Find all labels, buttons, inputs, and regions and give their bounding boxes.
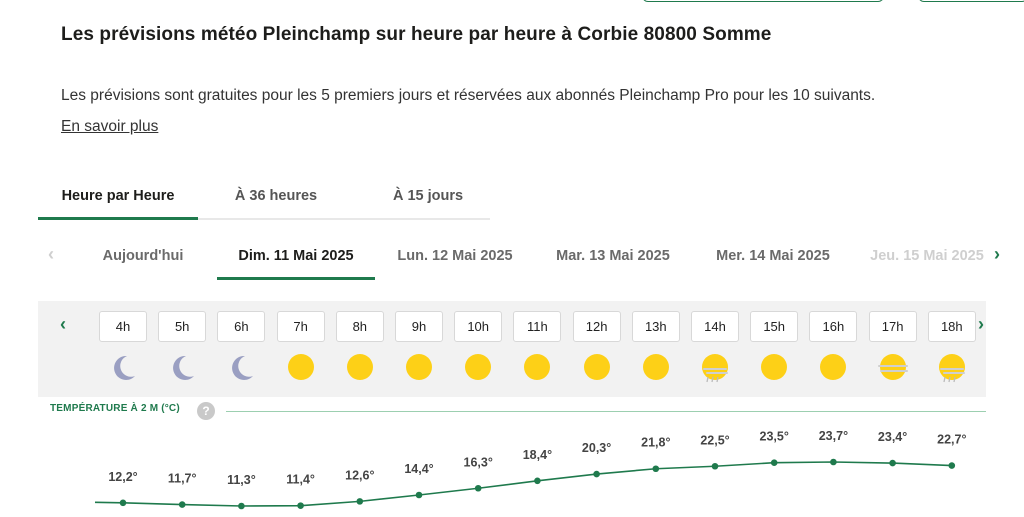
temperature-value-label: 16,3° — [464, 455, 493, 469]
hour-label: 16h — [809, 311, 858, 342]
day-tab[interactable]: Mer. 14 Mai 2025 — [716, 248, 830, 264]
temperature-value-label: 14,4° — [404, 462, 433, 476]
sun-icon — [757, 351, 791, 385]
temperature-point — [889, 459, 896, 467]
temperature-value-label: 23,5° — [760, 430, 789, 444]
temperature-point — [830, 458, 837, 466]
sun-haze-icon — [876, 351, 910, 385]
tab-15-days[interactable]: À 15 jours — [392, 188, 464, 204]
temperature-value-label: 11,4° — [286, 473, 315, 487]
sun-icon — [816, 351, 850, 385]
temperature-point — [534, 477, 541, 485]
temperature-point — [178, 501, 186, 508]
temperature-section-title: TEMPÉRATURE À 2 M (°C) — [50, 403, 180, 414]
sun-icon — [402, 351, 436, 385]
sun-icon — [580, 351, 614, 385]
sun-icon — [639, 351, 673, 385]
sun-icon — [343, 351, 377, 385]
hourly-strip: ‹ 4h 5h 6h 7h 8h 9h 10h 11h 12h 13h 14h 15h 16h 17h 18… — [38, 301, 986, 397]
temperature-value-label: 11,3° — [227, 473, 256, 487]
hour-label: 9h — [395, 311, 443, 342]
temperature-value-label: 22,7° — [937, 433, 966, 447]
day-prev-arrow-icon[interactable]: ‹ — [48, 244, 54, 264]
temperature-point — [711, 462, 719, 470]
moon-icon — [106, 351, 140, 385]
day-tabs: ‹ Aujourd'hui Dim. 11 Mai 2025 Lun. 12 M… — [38, 236, 1018, 280]
hour-label: 12h — [572, 311, 621, 342]
temperature-value-label: 20,3° — [582, 441, 611, 455]
page-title: Les prévisions météo Pleinchamp sur heur… — [61, 24, 772, 45]
hour-label: 18h — [927, 311, 976, 342]
hour-label: 11h — [513, 311, 562, 342]
sun-icon — [284, 351, 318, 385]
temperature-value-label: 23,4° — [878, 430, 907, 444]
temperature-point — [119, 499, 127, 507]
hour-label: 4h — [99, 311, 147, 342]
hour-label: 17h — [868, 311, 917, 342]
help-icon[interactable]: ? — [197, 402, 215, 420]
hour-label: 15h — [750, 311, 799, 342]
hour-label: 13h — [631, 311, 680, 342]
top-tab-right[interactable] — [918, 0, 1024, 2]
temperature-value-label: 11,7° — [168, 472, 197, 486]
day-tab-today[interactable]: Aujourd'hui — [102, 248, 184, 264]
temperature-point — [948, 462, 956, 469]
temperature-point — [593, 470, 600, 478]
sun-shower-icon — [935, 351, 969, 385]
temperature-point — [474, 484, 482, 492]
section-divider — [226, 411, 986, 412]
day-tab-locked[interactable]: Jeu. 15 Mai 2025 — [870, 248, 984, 264]
temperature-point — [356, 498, 364, 505]
hour-label: 6h — [217, 311, 266, 342]
temperature-value-label: 21,8° — [641, 436, 670, 450]
hour-label: 10h — [454, 311, 503, 342]
tab-36-hours[interactable]: À 36 heures — [234, 188, 318, 204]
temperature-value-label: 18,4° — [523, 448, 552, 462]
moon-icon — [224, 351, 258, 385]
temperature-value-label: 12,6° — [345, 468, 374, 482]
temperature-line — [94, 461, 952, 507]
temperature-point — [415, 491, 423, 499]
temperature-point — [770, 459, 778, 467]
day-tab[interactable]: Mar. 13 Mai 2025 — [556, 248, 670, 264]
sun-shower-icon — [698, 351, 732, 385]
temperature-value-label: 12,2° — [108, 470, 137, 484]
temperature-point — [297, 502, 304, 509]
temperature-value-label: 23,7° — [819, 429, 848, 443]
hour-label: 7h — [276, 311, 325, 342]
hour-next-arrow-icon[interactable]: › — [978, 314, 984, 334]
learn-more-link[interactable]: En savoir plus — [61, 118, 159, 135]
sun-icon — [461, 351, 495, 385]
hour-label: 8h — [335, 311, 384, 342]
temperature-chart: 12,2° 11,7° 11,3° 11,4° 12,6° 14,4° 16,3° 18,4°… — [0, 420, 1024, 517]
tab-hourly[interactable]: Heure par Heure — [38, 178, 198, 220]
day-next-arrow-icon[interactable]: › — [994, 244, 1000, 264]
temperature-point — [238, 502, 245, 510]
day-tab[interactable]: Lun. 12 Mai 2025 — [397, 248, 513, 264]
hour-label: 14h — [691, 311, 739, 342]
temperature-point — [652, 465, 660, 473]
sun-icon — [520, 351, 554, 385]
temperature-chart-svg: 12,2° 11,7° 11,3° 11,4° 12,6° 14,4° 16,3° 18,4°… — [94, 429, 966, 510]
hour-prev-arrow-icon[interactable]: ‹ — [60, 314, 66, 334]
day-tab-selected[interactable]: Dim. 11 Mai 2025 — [217, 236, 375, 280]
intro-text: Les prévisions sont gratuites pour les 5… — [61, 87, 876, 104]
forecast-mode-tabs: Heure par Heure À 36 heures À 15 jours — [38, 178, 490, 220]
moon-icon — [165, 351, 199, 385]
hour-label: 5h — [158, 311, 207, 342]
temperature-value-label: 22,5° — [700, 433, 729, 447]
top-tab-left[interactable] — [642, 0, 884, 2]
